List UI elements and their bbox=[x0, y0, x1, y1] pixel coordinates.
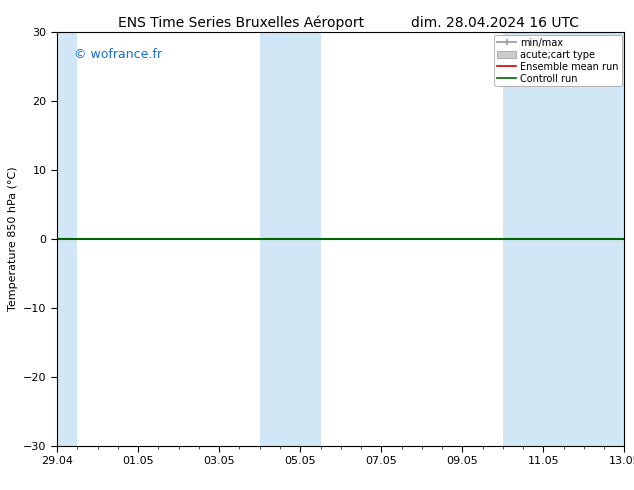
Bar bbox=[503, 32, 634, 446]
Text: dim. 28.04.2024 16 UTC: dim. 28.04.2024 16 UTC bbox=[411, 16, 578, 30]
Text: ENS Time Series Bruxelles Aéroport: ENS Time Series Bruxelles Aéroport bbox=[118, 16, 364, 30]
Bar bbox=[37, 32, 77, 446]
Legend: min/max, acute;cart type, Ensemble mean run, Controll run: min/max, acute;cart type, Ensemble mean … bbox=[494, 35, 621, 86]
Y-axis label: Temperature 850 hPa (°C): Temperature 850 hPa (°C) bbox=[8, 167, 18, 311]
Bar bbox=[260, 32, 321, 446]
Text: © wofrance.fr: © wofrance.fr bbox=[74, 49, 162, 61]
